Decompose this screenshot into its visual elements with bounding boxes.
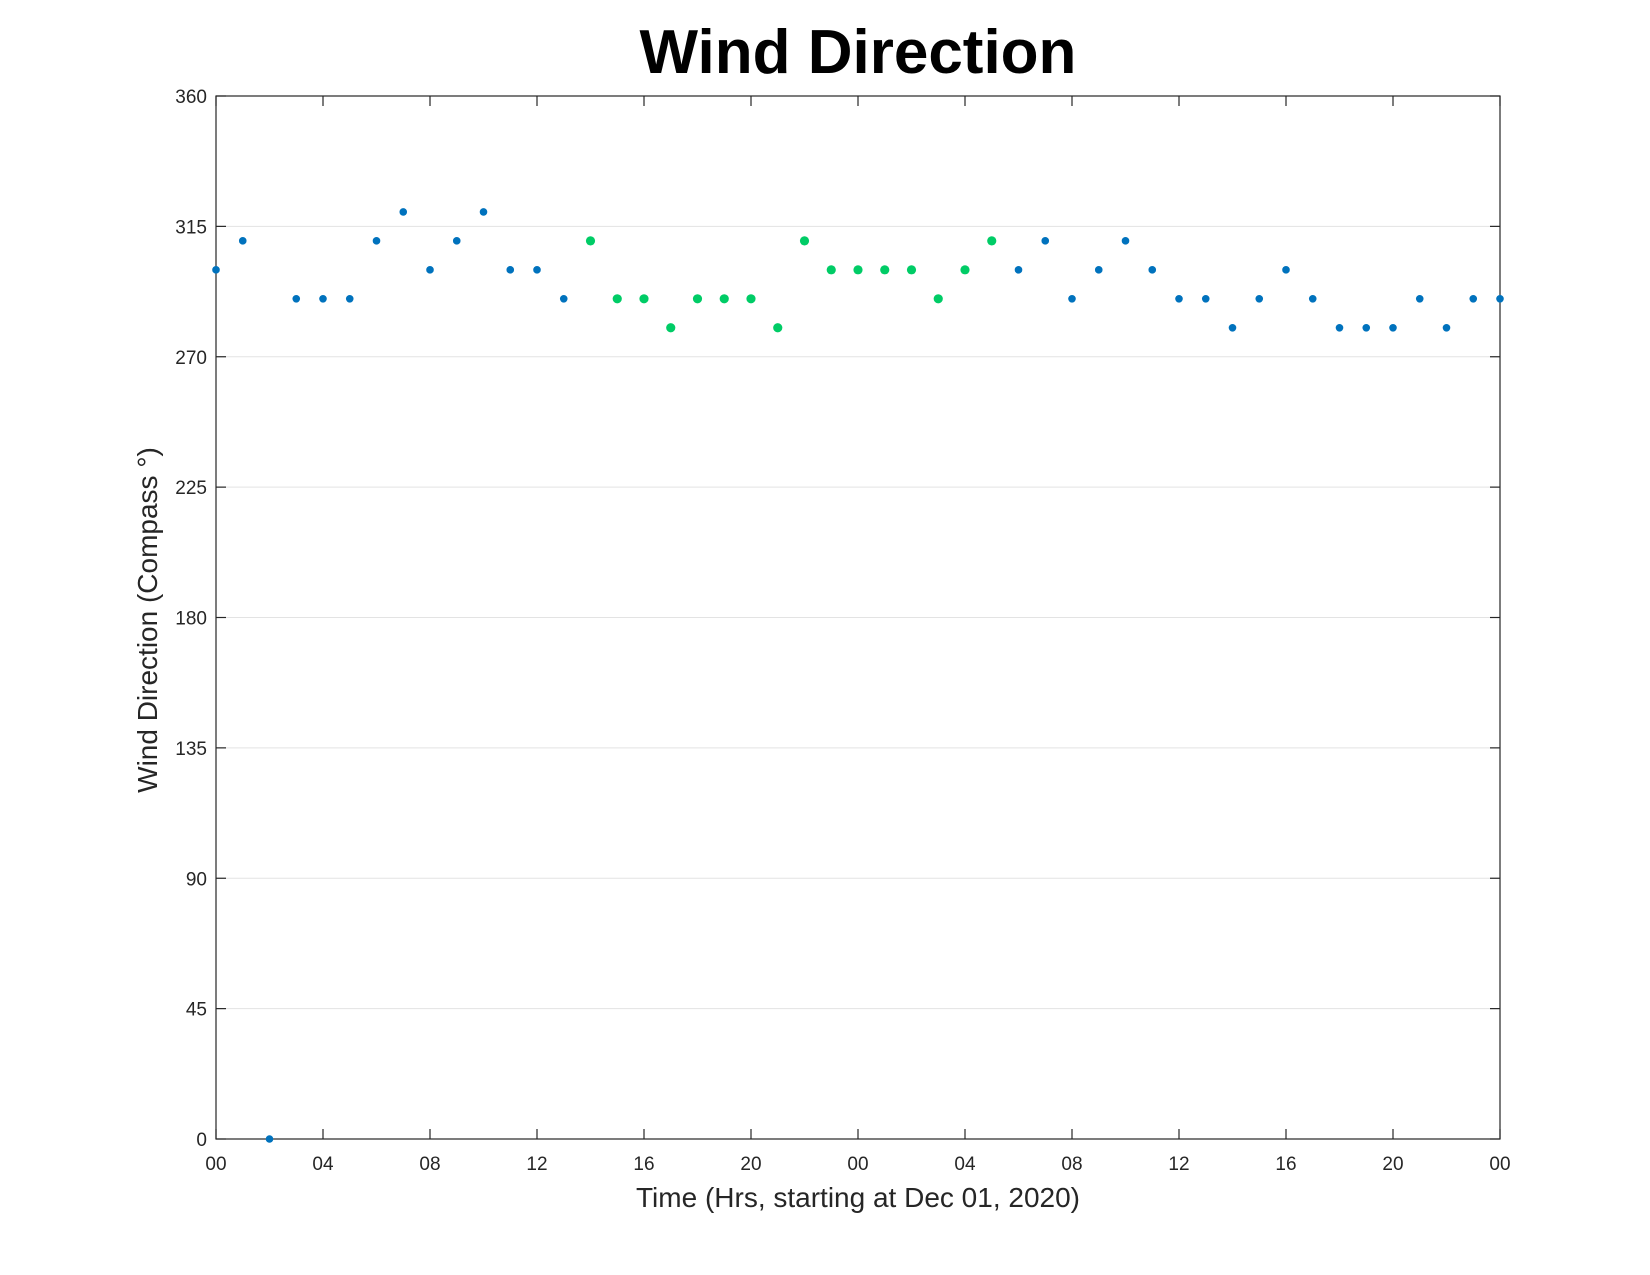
- data-point: [1255, 295, 1264, 303]
- data-point: [533, 266, 541, 274]
- data-point: [265, 1135, 274, 1143]
- data-point: [853, 265, 863, 275]
- y-tick-label: 45: [186, 1000, 207, 1021]
- data-point: [933, 294, 943, 304]
- data-point: [585, 236, 596, 246]
- x-tick-label: 12: [1168, 1154, 1189, 1175]
- x-tick-label: 00: [847, 1154, 868, 1175]
- data-point: [692, 294, 703, 304]
- x-tick-label: 20: [1382, 1154, 1403, 1175]
- x-tick-label: 04: [312, 1154, 334, 1175]
- data-point: [319, 295, 327, 303]
- data-point: [1201, 295, 1210, 303]
- y-tick-label: 315: [175, 217, 207, 238]
- data-point: [1496, 295, 1504, 303]
- data-point: [1308, 295, 1317, 303]
- chart-title: Wind Direction: [640, 18, 1077, 87]
- data-point: [1442, 323, 1451, 332]
- data-point: [1415, 295, 1424, 303]
- x-tick-label: 20: [740, 1154, 761, 1175]
- data-point: [345, 295, 354, 303]
- data-point: [426, 266, 434, 274]
- x-axis-label: Time (Hrs, starting at Dec 01, 2020): [636, 1182, 1080, 1213]
- data-point: [399, 208, 408, 216]
- grid-lines: [216, 225, 1500, 1010]
- data-point: [799, 236, 810, 246]
- y-tick-label: 135: [175, 739, 207, 760]
- x-tick-label: 08: [419, 1154, 440, 1175]
- y-tick-label: 90: [186, 869, 207, 890]
- data-point: [1282, 266, 1290, 274]
- axis-ticks: 0 45 90 135 180 225 270 315 360 00 04 08 12 16 20 00 04 0…: [175, 87, 1510, 1175]
- y-tick-label: 360: [175, 87, 207, 108]
- data-point: [666, 323, 676, 333]
- y-tick-label: 225: [175, 478, 207, 499]
- data-point: [639, 294, 649, 304]
- data-point: [1068, 295, 1076, 303]
- data-points: [212, 208, 1504, 1143]
- data-point: [773, 323, 783, 333]
- data-point: [452, 237, 461, 245]
- x-tick-label: 16: [633, 1154, 654, 1175]
- x-tick-label: 16: [1275, 1154, 1296, 1175]
- data-point: [719, 294, 729, 304]
- data-point: [880, 265, 890, 275]
- x-tick-label: 08: [1061, 1154, 1082, 1175]
- data-point: [1389, 323, 1397, 332]
- y-tick-label: 270: [175, 348, 207, 369]
- data-point: [559, 295, 568, 303]
- y-tick-label: 180: [175, 609, 207, 630]
- y-tick-label: 0: [196, 1130, 207, 1151]
- data-point: [826, 265, 836, 275]
- data-point: [212, 266, 220, 274]
- x-tick-label: 12: [526, 1154, 547, 1175]
- data-point: [1362, 323, 1371, 332]
- data-point: [612, 294, 622, 304]
- data-point: [1175, 295, 1183, 303]
- data-point: [1148, 266, 1157, 274]
- x-tick-label: 04: [954, 1154, 976, 1175]
- data-point: [1335, 323, 1344, 332]
- data-point: [906, 265, 917, 275]
- data-point: [1094, 266, 1103, 274]
- data-point: [1469, 295, 1478, 303]
- data-point: [479, 208, 488, 216]
- x-tick-label: 00: [1489, 1154, 1510, 1175]
- data-point: [960, 265, 970, 275]
- y-axis-label: Wind Direction (Compass °): [132, 447, 163, 793]
- x-tick-label: 00: [205, 1154, 226, 1175]
- data-point: [238, 237, 247, 245]
- data-point: [292, 295, 301, 303]
- data-point: [1121, 237, 1130, 245]
- data-point: [1041, 237, 1050, 245]
- data-point: [1014, 266, 1023, 274]
- data-point: [1228, 323, 1237, 332]
- data-point: [987, 236, 997, 246]
- data-point: [372, 237, 381, 245]
- data-point: [746, 294, 756, 304]
- data-point: [506, 266, 515, 274]
